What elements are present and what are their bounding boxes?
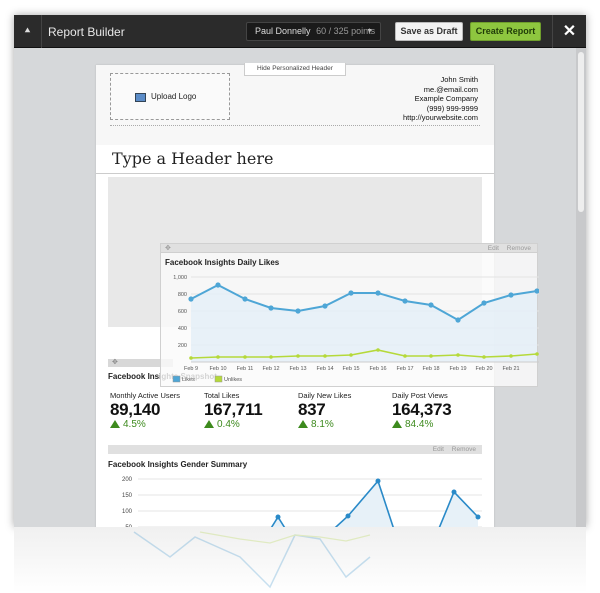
svg-text:Unlikes: Unlikes bbox=[224, 377, 242, 383]
save-as-draft-button[interactable]: Save as Draft bbox=[395, 22, 463, 41]
arrow-up-icon bbox=[110, 420, 120, 428]
remove-button[interactable]: Remove bbox=[451, 446, 476, 453]
close-button[interactable]: ✕ bbox=[552, 15, 586, 48]
metric-value: 167,711 bbox=[204, 400, 263, 419]
metric-value: 89,140 bbox=[110, 400, 161, 419]
hide-header-button[interactable]: Hide Personalized Header bbox=[244, 63, 346, 76]
metric-value: 164,373 bbox=[392, 400, 452, 419]
user-name: Paul Donnelly bbox=[255, 26, 311, 36]
daily-likes-toolbar[interactable]: ✥ Edit Remove bbox=[161, 244, 537, 253]
report-builder-window: ⯅ Report Builder Paul Donnelly 60 / 325 … bbox=[14, 15, 586, 527]
upload-logo-button[interactable]: Upload Logo bbox=[110, 73, 230, 120]
svg-text:Feb 15: Feb 15 bbox=[342, 366, 359, 372]
metric-label: Daily Post Views bbox=[392, 391, 448, 400]
daily-likes-title: Facebook Insights Daily Likes bbox=[165, 258, 280, 267]
hide-header-label: Hide Personalized Header bbox=[257, 65, 333, 72]
arrow-up-icon bbox=[204, 420, 214, 428]
close-icon: ✕ bbox=[562, 23, 577, 40]
gender-chart-title: Facebook Insights Gender Summary bbox=[108, 460, 248, 469]
reflection-graphic bbox=[133, 531, 371, 589]
metric-value: 837 bbox=[298, 400, 326, 419]
svg-text:50: 50 bbox=[125, 525, 132, 527]
daily-likes-widget[interactable]: ✥ Edit Remove Facebook Insights Daily Li… bbox=[160, 243, 539, 387]
svg-text:Feb 16: Feb 16 bbox=[369, 366, 386, 372]
user-points: 60 / 325 points bbox=[316, 26, 376, 36]
svg-text:600: 600 bbox=[178, 309, 187, 315]
double-chevron-up-icon: ⯅ bbox=[23, 26, 32, 37]
contact-website[interactable]: http://yourwebsite.com bbox=[402, 113, 478, 122]
gender-chart: 200 150 100 50 bbox=[122, 477, 482, 527]
svg-text:Feb 12: Feb 12 bbox=[262, 366, 279, 372]
header-title-input[interactable]: Type a Header here bbox=[112, 149, 274, 168]
gender-summary-widget: Edit Remove Facebook Insights Gender Sum… bbox=[108, 445, 482, 527]
contact-info: John Smith me.@email.com Example Company… bbox=[403, 75, 478, 123]
metric-daily-post-views: Daily Post Views 164,373 84.4% bbox=[392, 391, 452, 430]
create-report-button[interactable]: Create Report bbox=[470, 22, 541, 41]
svg-text:Feb 10: Feb 10 bbox=[209, 366, 226, 372]
metric-change: 4.5% bbox=[123, 419, 146, 430]
image-icon bbox=[135, 93, 146, 102]
svg-text:Feb 17: Feb 17 bbox=[396, 366, 413, 372]
user-points-dropdown[interactable]: Paul Donnelly 60 / 325 points ▼ bbox=[246, 22, 381, 41]
metric-total-likes: Total Likes 167,711 0.4% bbox=[204, 391, 263, 430]
svg-text:400: 400 bbox=[178, 326, 187, 332]
metric-change: 84.4% bbox=[405, 419, 434, 430]
svg-text:Feb 20: Feb 20 bbox=[475, 366, 492, 372]
vertical-scrollbar[interactable] bbox=[576, 48, 586, 527]
daily-likes-chart: 1,000 800 600 400 200 bbox=[172, 275, 539, 383]
svg-text:Feb 11: Feb 11 bbox=[237, 366, 254, 372]
edit-button[interactable]: Edit bbox=[432, 446, 444, 453]
svg-text:200: 200 bbox=[178, 343, 187, 349]
svg-text:Feb 21: Feb 21 bbox=[502, 366, 519, 372]
contact-email[interactable]: me.@email.com bbox=[423, 84, 478, 94]
svg-text:100: 100 bbox=[122, 509, 133, 515]
contact-company[interactable]: Example Company bbox=[414, 94, 478, 103]
svg-text:800: 800 bbox=[178, 292, 187, 298]
metric-label: Monthly Active Users bbox=[110, 391, 181, 400]
upload-logo-label: Upload Logo bbox=[151, 92, 197, 101]
svg-text:1,000: 1,000 bbox=[173, 275, 187, 281]
arrow-up-icon bbox=[298, 420, 308, 428]
top-bar: ⯅ Report Builder Paul Donnelly 60 / 325 … bbox=[14, 15, 586, 48]
header-divider bbox=[110, 125, 480, 126]
svg-text:Feb 13: Feb 13 bbox=[289, 366, 306, 372]
window-reflection bbox=[14, 527, 586, 593]
contact-name[interactable]: John Smith bbox=[440, 75, 478, 84]
metric-label: Total Likes bbox=[204, 391, 240, 400]
svg-text:Feb 9: Feb 9 bbox=[184, 366, 198, 372]
gender-widget-toolbar[interactable]: Edit Remove bbox=[108, 445, 482, 454]
metric-label: Daily New Likes bbox=[298, 391, 352, 400]
svg-text:200: 200 bbox=[122, 477, 133, 483]
contact-phone[interactable]: (999) 999-9999 bbox=[426, 103, 478, 113]
svg-text:Feb 14: Feb 14 bbox=[316, 366, 333, 372]
report-canvas: Upload Logo John Smith me.@email.com Exa… bbox=[14, 48, 576, 527]
edit-button[interactable]: Edit bbox=[487, 245, 499, 252]
move-icon: ✥ bbox=[112, 359, 118, 366]
caret-down-icon: ▼ bbox=[366, 28, 373, 35]
remove-button[interactable]: Remove bbox=[506, 245, 531, 252]
metric-daily-new-likes: Daily New Likes 837 8.1% bbox=[298, 391, 351, 430]
snapshot-drag-handle[interactable]: ✥ bbox=[108, 359, 173, 367]
metric-change: 0.4% bbox=[217, 419, 240, 430]
metric-change: 8.1% bbox=[311, 419, 334, 430]
personalized-header: Upload Logo John Smith me.@email.com Exa… bbox=[96, 65, 494, 145]
move-icon: ✥ bbox=[165, 245, 171, 252]
app-title: Report Builder bbox=[48, 25, 125, 39]
svg-text:Feb 19: Feb 19 bbox=[449, 366, 466, 372]
svg-text:Feb 18: Feb 18 bbox=[422, 366, 439, 372]
title-divider bbox=[96, 173, 494, 174]
scrollbar-thumb[interactable] bbox=[578, 52, 584, 212]
metric-monthly-active-users: Monthly Active Users 89,140 4.5% bbox=[110, 391, 180, 430]
arrow-up-icon bbox=[392, 420, 402, 428]
svg-text:Likes: Likes bbox=[182, 377, 195, 383]
svg-text:150: 150 bbox=[122, 493, 133, 499]
collapse-button[interactable]: ⯅ bbox=[14, 15, 42, 48]
